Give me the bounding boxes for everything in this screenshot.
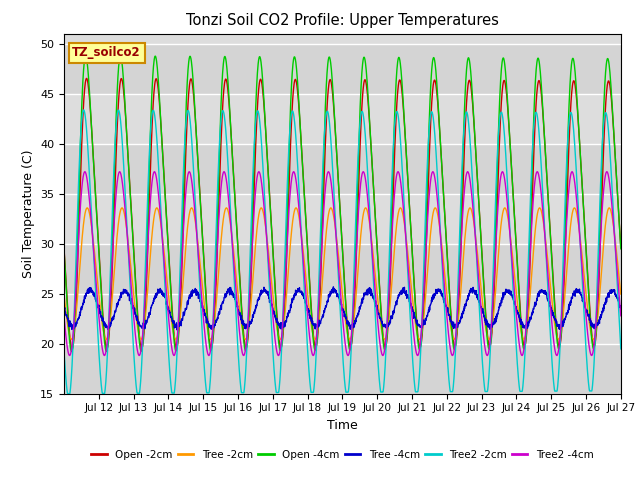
Line: Tree -2cm: Tree -2cm <box>64 208 621 339</box>
Tree -4cm <box>617 306 625 312</box>
Open -4cm <box>511 214 518 219</box>
Open -2cm <box>376 295 384 300</box>
Tree2 -2cm <box>60 348 68 354</box>
Tree2 -2cm <box>236 379 244 385</box>
Line: Tree2 -2cm: Tree2 -2cm <box>64 110 621 394</box>
Tree2 -4cm <box>609 219 617 225</box>
Tree2 -2cm <box>376 386 384 392</box>
Tree -4cm <box>376 314 384 320</box>
Open -4cm <box>60 247 68 252</box>
Bar <box>64 243 621 294</box>
X-axis label: Time: Time <box>327 419 358 432</box>
Tree -2cm <box>376 316 384 322</box>
Tree2 -2cm <box>116 114 124 120</box>
Tree -2cm <box>236 310 244 315</box>
Tree2 -4cm <box>511 289 518 295</box>
Tree2 -2cm <box>617 346 625 352</box>
Open -4cm <box>542 159 550 165</box>
Tree2 -4cm <box>186 169 193 175</box>
Tree2 -4cm <box>236 336 244 342</box>
Open -2cm <box>617 244 625 250</box>
Title: Tonzi Soil CO2 Profile: Upper Temperatures: Tonzi Soil CO2 Profile: Upper Temperatur… <box>186 13 499 28</box>
Tree -2cm <box>83 205 91 211</box>
Tree2 -2cm <box>64 391 72 396</box>
Open -4cm <box>68 348 76 354</box>
Tree -2cm <box>617 291 625 297</box>
Tree2 -4cm <box>542 246 550 252</box>
Tree2 -4cm <box>376 343 384 348</box>
Open -2cm <box>542 157 550 163</box>
Open -2cm <box>609 123 617 129</box>
Line: Tree2 -4cm: Tree2 -4cm <box>64 172 621 356</box>
Tree -2cm <box>60 291 68 297</box>
Tree -2cm <box>542 239 550 245</box>
Tree -4cm <box>511 301 518 307</box>
Open -4cm <box>82 53 90 59</box>
Line: Open -4cm: Open -4cm <box>64 56 621 351</box>
Open -4cm <box>116 53 124 59</box>
Tree2 -4cm <box>60 313 68 319</box>
Tree -2cm <box>609 221 617 227</box>
Tree2 -2cm <box>542 248 550 254</box>
Bar <box>64 344 621 394</box>
Tree -4cm <box>542 291 550 297</box>
Open -2cm <box>68 346 76 352</box>
Tree -4cm <box>609 288 617 293</box>
Tree -4cm <box>60 303 68 309</box>
Tree2 -4cm <box>617 313 625 319</box>
Open -4cm <box>609 122 617 128</box>
Bar <box>64 144 621 193</box>
Text: TZ_soilco2: TZ_soilco2 <box>72 46 141 59</box>
Tree2 -4cm <box>170 353 178 359</box>
Tree -4cm <box>236 311 244 317</box>
Open -4cm <box>617 246 625 252</box>
Line: Open -2cm: Open -2cm <box>64 78 621 349</box>
Open -2cm <box>116 80 124 86</box>
Open -4cm <box>376 300 384 305</box>
Y-axis label: Soil Temperature (C): Soil Temperature (C) <box>22 149 35 278</box>
Tree2 -4cm <box>116 169 124 175</box>
Legend: Open -2cm, Tree -2cm, Open -4cm, Tree -4cm, Tree2 -2cm, Tree2 -4cm: Open -2cm, Tree -2cm, Open -4cm, Tree -4… <box>87 445 598 464</box>
Line: Tree -4cm: Tree -4cm <box>64 287 621 330</box>
Bar <box>64 44 621 94</box>
Tree -4cm <box>116 298 124 303</box>
Tree -4cm <box>173 327 181 333</box>
Open -2cm <box>60 245 68 251</box>
Tree -4cm <box>330 284 337 290</box>
Open -2cm <box>83 75 90 81</box>
Open -4cm <box>236 286 244 292</box>
Tree -2cm <box>116 211 124 216</box>
Tree -2cm <box>415 336 423 342</box>
Open -2cm <box>511 213 518 218</box>
Tree2 -2cm <box>511 312 518 317</box>
Tree2 -2cm <box>609 208 617 214</box>
Open -2cm <box>236 283 244 288</box>
Tree -2cm <box>511 272 518 277</box>
Tree2 -2cm <box>80 107 88 113</box>
